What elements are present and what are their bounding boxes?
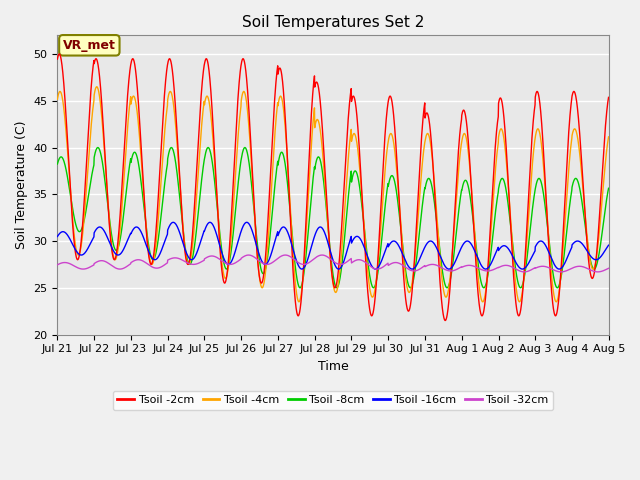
Y-axis label: Soil Temperature (C): Soil Temperature (C) bbox=[15, 120, 28, 249]
Legend: Tsoil -2cm, Tsoil -4cm, Tsoil -8cm, Tsoil -16cm, Tsoil -32cm: Tsoil -2cm, Tsoil -4cm, Tsoil -8cm, Tsoi… bbox=[113, 391, 553, 410]
Title: Soil Temperatures Set 2: Soil Temperatures Set 2 bbox=[242, 15, 424, 30]
Text: VR_met: VR_met bbox=[63, 39, 116, 52]
X-axis label: Time: Time bbox=[317, 360, 349, 373]
